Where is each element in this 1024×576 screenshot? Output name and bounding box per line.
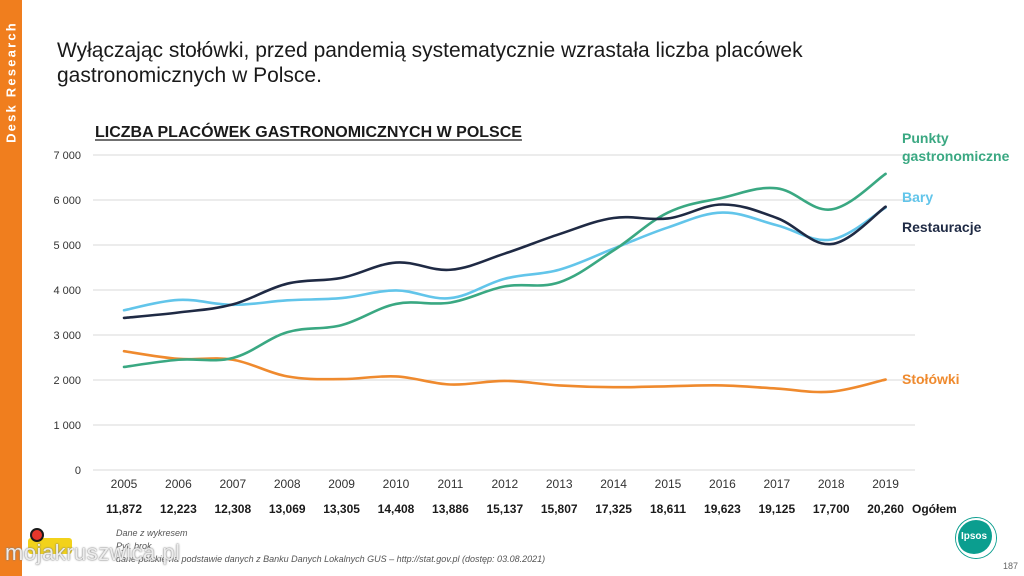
series-line-stołówki — [122, 349, 887, 394]
total-value: 12,308 — [214, 502, 251, 516]
series-line-restauracje — [122, 203, 887, 320]
y-tick-label: 6 000 — [53, 195, 81, 207]
x-tick-label: 2018 — [818, 477, 845, 491]
x-tick-label: 2008 — [274, 477, 301, 491]
y-tick-label: 5 000 — [53, 240, 81, 252]
sidebar: Desk Research — [0, 0, 22, 576]
series-line-bary — [122, 206, 887, 312]
total-value: 13,069 — [269, 502, 306, 516]
total-value: 15,807 — [541, 502, 578, 516]
x-tick-label: 2017 — [763, 477, 790, 491]
total-value: 17,700 — [813, 502, 850, 516]
series-label: Punkty — [902, 130, 949, 146]
x-tick-label: 2006 — [165, 477, 192, 491]
x-tick-label: 2010 — [383, 477, 410, 491]
watermark: mojakruszwica.pl — [5, 540, 181, 565]
series-label: Restauracje — [902, 219, 982, 235]
y-tick-label: 0 — [75, 465, 81, 477]
x-tick-label: 2015 — [655, 477, 682, 491]
total-value: 13,886 — [432, 502, 469, 516]
x-tick-label: 2005 — [111, 477, 138, 491]
y-tick-label: 2 000 — [53, 375, 81, 387]
y-tick-label: 1 000 — [53, 420, 81, 432]
footnote-line-3: dane polskie na podstawie danych z Banku… — [116, 554, 546, 564]
total-value: 19,623 — [704, 502, 741, 516]
total-value: 17,325 — [595, 502, 632, 516]
total-value: 11,872 — [106, 502, 142, 516]
total-value: 20,260 — [867, 502, 904, 516]
x-tick-label: 2019 — [872, 477, 899, 491]
x-tick-label: 2013 — [546, 477, 573, 491]
series-line-punkty-gastronomiczne — [122, 172, 887, 369]
x-tick-label: 2014 — [600, 477, 627, 491]
totals-label: Ogółem — [912, 502, 957, 516]
y-tick-label: 4 000 — [53, 285, 81, 297]
headline: Wyłączając stołówki, przed pandemią syst… — [57, 39, 803, 87]
total-value: 12,223 — [160, 502, 197, 516]
x-tick-label: 2012 — [491, 477, 518, 491]
x-tick-label: 2009 — [328, 477, 355, 491]
total-value: 19,125 — [758, 502, 795, 516]
ipsos-logo-text: Ipsos — [960, 530, 988, 542]
y-tick-label: 7 000 — [53, 150, 81, 162]
footnote-line-2: Pyt. brok — [116, 541, 152, 551]
footnote-line-1: Dane z wykresem — [116, 528, 188, 538]
series-label: Bary — [902, 189, 933, 205]
y-tick-label: 3 000 — [53, 330, 81, 342]
x-tick-label: 2011 — [437, 477, 463, 491]
total-value: 13,305 — [323, 502, 360, 516]
total-value: 15,137 — [486, 502, 523, 516]
ladybug-icon — [30, 528, 44, 542]
watermark-badge — [28, 538, 72, 554]
page-number: 187 — [1003, 561, 1019, 571]
chart-title: LICZBA PLACÓWEK GASTRONOMICZNYCH W POLSC… — [95, 122, 522, 141]
total-value: 18,611 — [650, 502, 686, 516]
total-value: 14,408 — [378, 502, 415, 516]
series-label: Stołówki — [902, 371, 960, 387]
x-tick-label: 2007 — [219, 477, 246, 491]
series-label: gastronomiczne — [902, 148, 1010, 164]
x-tick-label: 2016 — [709, 477, 736, 491]
ipsos-logo: Ipsos — [956, 518, 996, 558]
